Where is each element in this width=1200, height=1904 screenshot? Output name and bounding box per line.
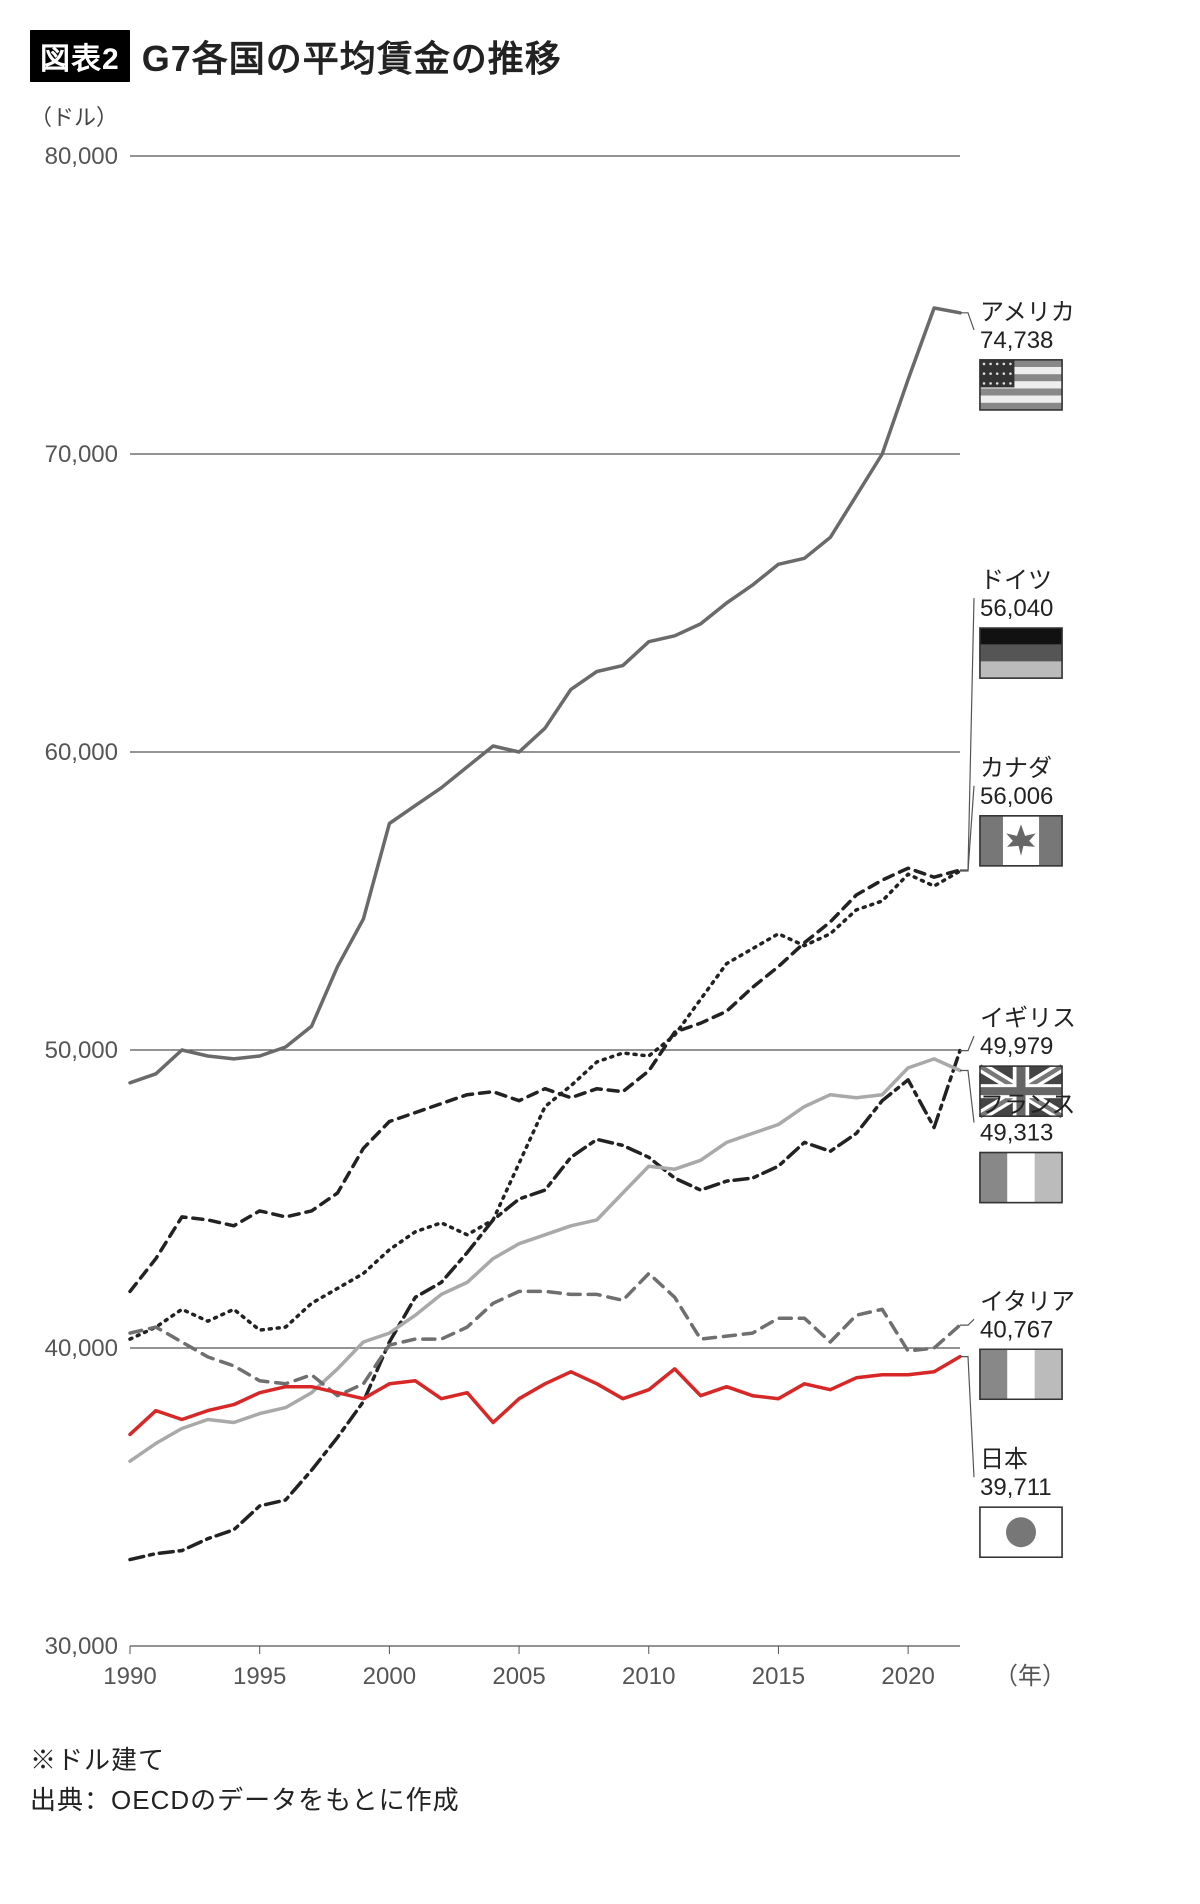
legend-label-uk: イギリス: [980, 1005, 1076, 1032]
x-tick-label: 2020: [881, 1663, 934, 1690]
flag-japan-icon: [980, 1507, 1062, 1557]
legend-label-germany: ドイツ: [980, 567, 1052, 594]
chart-area: 30,000 40,000 50,000 60,000 70,000 80,000 1990…: [30, 136, 1170, 1716]
legend-value-usa: 74,738: [980, 327, 1053, 354]
series-line-uk: [130, 1051, 960, 1560]
footnotes: ※ドル建て 出典：OECDのデータをもとに作成: [30, 1740, 1170, 1821]
y-tick-label: 60,000: [45, 739, 118, 766]
leader-line-canada: [960, 786, 974, 871]
legend-label-france: フランス: [980, 1092, 1076, 1119]
flag-italy-icon: [980, 1349, 1062, 1399]
leader-line-japan: [960, 1357, 974, 1478]
x-tick-label: 2010: [622, 1663, 675, 1690]
flag-canada-icon: [980, 816, 1062, 866]
legend-value-japan: 39,711: [980, 1474, 1052, 1501]
figure-container: 図表2 G7各国の平均賃金の推移 （ドル） 30,000 40,000 50,000…: [0, 0, 1200, 1851]
y-tick-label: 70,000: [45, 441, 118, 468]
leader-line-germany: [960, 598, 974, 870]
legend-label-usa: アメリカ: [980, 299, 1075, 326]
legend-value-italy: 40,767: [980, 1316, 1053, 1343]
footnote-note: ※ドル建て: [30, 1740, 1170, 1780]
x-axis-unit-label: （年）: [994, 1663, 1066, 1690]
legend-value-canada: 56,006: [980, 783, 1053, 810]
legend-value-france: 49,313: [980, 1120, 1053, 1147]
y-axis-unit-label: （ドル）: [30, 100, 1170, 132]
title-row: 図表2 G7各国の平均賃金の推移: [30, 30, 1170, 82]
legend-value-germany: 56,040: [980, 595, 1053, 622]
chart-svg: 30,000 40,000 50,000 60,000 70,000 80,000 1990…: [30, 136, 1170, 1716]
y-tick-label: 80,000: [45, 143, 118, 170]
y-tick-label: 40,000: [45, 1335, 118, 1362]
figure-title: G7各国の平均賃金の推移: [142, 30, 562, 82]
legend-label-italy: イタリア: [980, 1288, 1075, 1315]
flag-france-icon: [980, 1153, 1062, 1203]
legend-label-japan: 日本: [980, 1446, 1028, 1473]
series-line-germany: [130, 868, 960, 1291]
leader-line-italy: [960, 1319, 974, 1325]
leader-line-usa: [960, 313, 974, 330]
legend-label-canada: カナダ: [980, 755, 1052, 782]
y-tick-label: 50,000: [45, 1037, 118, 1064]
legend-value-uk: 49,979: [980, 1033, 1053, 1060]
flag-germany-icon: [980, 628, 1062, 678]
series-line-usa: [130, 308, 960, 1083]
figure-badge: 図表2: [30, 30, 130, 82]
x-tick-label: 2000: [363, 1663, 416, 1690]
footnote-source: 出典：OECDのデータをもとに作成: [30, 1780, 1170, 1820]
x-tick-label: 2015: [752, 1663, 805, 1690]
series-line-canada: [130, 871, 960, 1339]
series-line-france: [130, 1059, 960, 1461]
series-line-italy: [130, 1274, 960, 1396]
x-tick-label: 1990: [103, 1663, 156, 1690]
leader-line-uk: [960, 1036, 974, 1050]
x-tick-label: 2005: [492, 1663, 545, 1690]
flag-usa-icon: [980, 360, 1062, 410]
y-tick-label: 30,000: [45, 1633, 118, 1660]
series-line-japan: [130, 1357, 960, 1435]
x-tick-label: 1995: [233, 1663, 286, 1690]
leader-line-france: [960, 1070, 974, 1122]
